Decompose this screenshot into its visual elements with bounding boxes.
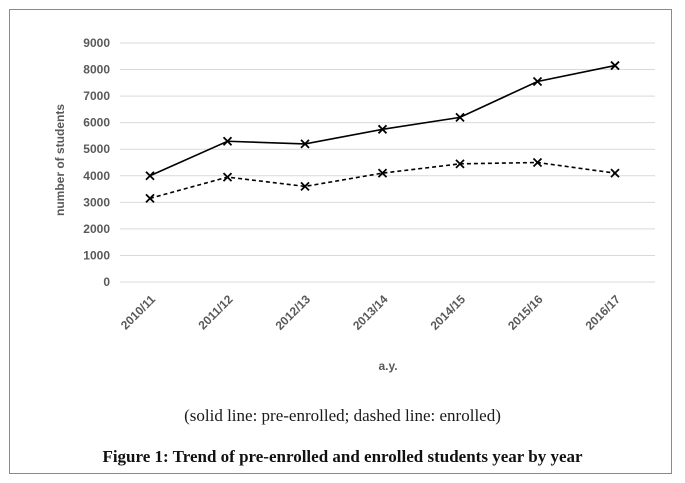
y-tick-label: 8000 bbox=[83, 63, 110, 77]
y-tick-label: 4000 bbox=[83, 169, 110, 183]
data-point-marker bbox=[455, 112, 465, 122]
x-tick-labels: 2010/11 2011/12 2012/13 2013/14 2014/15 2015/… bbox=[118, 292, 623, 333]
x-tick-label: 2014/15 bbox=[428, 292, 469, 333]
y-tick-label: 7000 bbox=[83, 89, 110, 103]
y-tick-labels: 0 1000 2000 3000 4000 5000 6000 7000 8000 9000 bbox=[83, 36, 110, 289]
y-tick-label: 5000 bbox=[83, 142, 110, 156]
series-line-solid bbox=[149, 64, 616, 177]
gridlines bbox=[120, 42, 655, 283]
figure-frame bbox=[9, 9, 672, 474]
x-tick-label: 2013/14 bbox=[350, 292, 391, 333]
x-axis-label: a.y. bbox=[378, 359, 397, 373]
x-tick-label: 2010/11 bbox=[118, 292, 158, 332]
y-tick-label: 2000 bbox=[83, 222, 110, 236]
y-tick-label: 1000 bbox=[83, 248, 110, 262]
data-point-marker bbox=[532, 157, 543, 168]
data-point-marker bbox=[145, 171, 155, 181]
y-axis-label: number of students bbox=[53, 104, 67, 216]
data-point-marker bbox=[610, 60, 620, 71]
y-tick-label: 6000 bbox=[83, 116, 110, 130]
series-line-dashed bbox=[149, 161, 616, 200]
figure-subcaption: (solid line: pre-enrolled; dashed line: … bbox=[184, 406, 501, 425]
data-point-marker bbox=[377, 124, 388, 134]
x-tick-label: 2012/13 bbox=[273, 292, 314, 333]
y-tick-label: 3000 bbox=[83, 195, 110, 209]
x-tick-label: 2011/12 bbox=[196, 292, 236, 332]
x-tick-label: 2016/17 bbox=[583, 292, 624, 333]
figure-caption: Figure 1: Trend of pre-enrolled and enro… bbox=[102, 447, 583, 466]
data-point-marker bbox=[300, 139, 310, 149]
data-point-marker bbox=[145, 193, 155, 203]
data-point-marker bbox=[455, 159, 465, 169]
y-tick-label: 9000 bbox=[83, 36, 110, 50]
data-point-marker bbox=[610, 168, 620, 178]
data-point-marker bbox=[377, 168, 388, 178]
series-markers bbox=[145, 60, 620, 203]
data-point-marker bbox=[300, 181, 310, 192]
x-tick-label: 2015/16 bbox=[505, 292, 546, 333]
data-point-marker bbox=[532, 76, 543, 87]
series-lines bbox=[149, 64, 616, 200]
data-point-marker bbox=[222, 136, 233, 146]
data-point-marker bbox=[222, 172, 233, 182]
y-tick-label: 0 bbox=[103, 275, 110, 289]
